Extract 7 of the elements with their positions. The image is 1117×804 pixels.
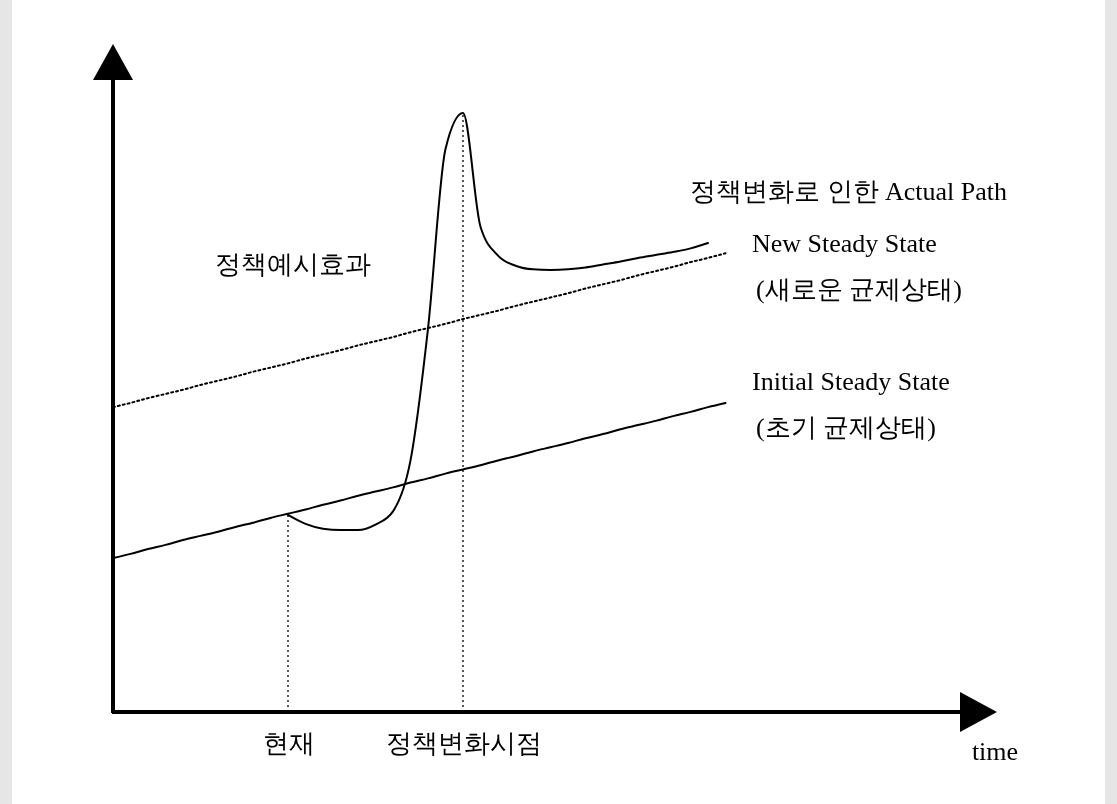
x-tick-label: 현재 — [262, 729, 315, 759]
x-tick-label: 정책변화시점 — [385, 729, 542, 759]
series-label: 정책변화로 인한 Actual Path — [690, 177, 1008, 206]
x-axis-title: time — [971, 737, 1019, 766]
series-label: Initial Steady State (초기 균제상태) — [752, 367, 950, 442]
series-label: New Steady State (새로운 균제상태) — [752, 229, 962, 304]
annotation: 정책예시효과 — [215, 250, 371, 279]
